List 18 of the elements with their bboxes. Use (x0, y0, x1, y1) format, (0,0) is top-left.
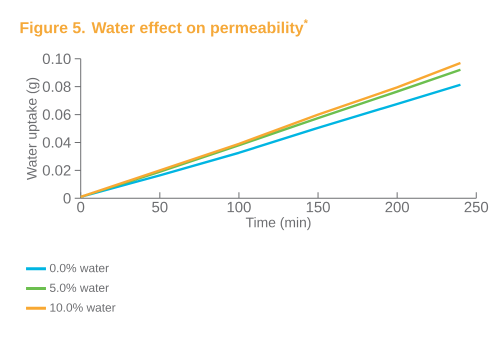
x-tick-label: 100 (228, 202, 251, 212)
y-tick-label: 0.02 (42, 165, 70, 176)
y-tick-label: 0.06 (42, 109, 71, 120)
x-tick-label: 250 (464, 202, 488, 212)
x-tick-label: 0 (77, 202, 84, 212)
y-tick-label: 0.04 (42, 137, 71, 148)
x-tick-label: 50 (152, 202, 168, 212)
y-tick-label: 0.08 (42, 82, 71, 92)
legend-label: 0.0% water (50, 264, 109, 272)
chart-title: Figure 5. Water effect on permeability$^{*}$ (20, 19, 308, 37)
legend-label: 10.0% water (50, 303, 116, 312)
y-tick-label: 0 (64, 193, 71, 204)
y-tick-label: 0.10 (42, 54, 71, 64)
y-axis-title: Water uptake (g) (26, 78, 40, 180)
x-tick-label: 150 (306, 202, 330, 212)
x-axis-title: Time (min) (246, 217, 311, 230)
legend-label: 5.0% water (50, 284, 109, 292)
x-tick-label: 200 (385, 202, 409, 212)
